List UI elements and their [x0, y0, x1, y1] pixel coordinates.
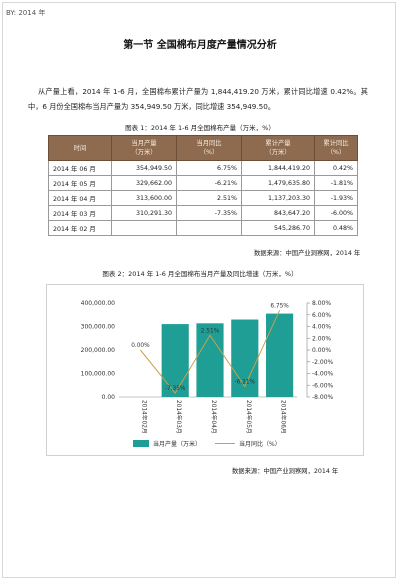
- header-cell: 当月同比 （%）: [176, 135, 242, 161]
- table-cell: 313,600.00: [111, 190, 177, 206]
- left-axis-tick-label: 100,000.00: [81, 371, 116, 378]
- table-cell: 6.75%: [176, 160, 242, 176]
- left-axis-tick-label: 400,000.00: [81, 300, 116, 307]
- table-cell: 354,949.50: [111, 160, 177, 176]
- combo-chart: 400,000.00 300,000.00 200,000.00 100,000.00…: [46, 284, 364, 456]
- header-tag: BY: 2014 年: [6, 9, 46, 17]
- table-cell: 1,844,419.20: [241, 160, 315, 176]
- table-cell: -6.21%: [176, 175, 242, 191]
- table-cell: -7.35%: [176, 205, 242, 221]
- right-axis-tick-label: 6.00%: [312, 312, 331, 319]
- table-cell: 0.42%: [314, 160, 358, 176]
- left-axis-tick-label: 300,000.00: [81, 324, 116, 331]
- left-axis-tick-label: 0.00: [102, 394, 116, 401]
- section-title: 第一节 全国棉布月度产量情况分析: [123, 40, 277, 51]
- table-cell: 2014 年 05 月: [48, 175, 112, 191]
- header-cell: 时间: [48, 135, 112, 161]
- right-axis-tick-label: 0.00%: [312, 347, 331, 354]
- data-label: 6.75%: [270, 303, 289, 309]
- data-label: -7.35%: [165, 386, 186, 392]
- table-cell: -1.93%: [314, 190, 358, 206]
- table-cell: 0.48%: [314, 220, 358, 236]
- right-axis-tick-label: 4.00%: [312, 324, 331, 331]
- table-cell: 2014 年 04 月: [48, 190, 112, 206]
- legend-label: 当月同比（%）: [239, 440, 281, 448]
- table-row: 2014 年 05 月 329,662.00 -6.21% 1,479,635.…: [48, 175, 358, 191]
- table-cell: 329,662.00: [111, 175, 177, 191]
- table-cell: 1,479,635.80: [241, 175, 315, 191]
- chart-svg: 400,000.00 300,000.00 200,000.00 100,000.00…: [81, 300, 334, 448]
- x-tick-label: 2014年05月: [245, 400, 253, 434]
- yoy-growth-line: [140, 310, 281, 395]
- table-row: 2014 年 03 月 310,291.30 -7.35% 843,647.20…: [48, 205, 358, 221]
- table-cell: 310,291.30: [111, 205, 177, 221]
- table-header-row: 时间 当月产量 （万米） 当月同比 （%） 累计产量 （万米） 累计同比 （%）: [48, 135, 358, 161]
- table-row: 2014 年 02 月 545,286.70 0.48%: [48, 220, 358, 236]
- data-label: 0.00%: [131, 343, 150, 349]
- legend-label: 当月产量（万米）: [153, 440, 201, 448]
- table-source: 数据来源：中国产业洞察网，2014 年: [254, 250, 361, 257]
- table-cell: 2014 年 03 月: [48, 205, 112, 221]
- header-cell: 当月产量 （万米）: [111, 135, 177, 161]
- table-cell: 2014 年 06 月: [48, 160, 112, 176]
- chart-source: 数据来源：中国产业洞察网，2014 年: [232, 468, 339, 475]
- data-label: 2.51%: [201, 328, 220, 334]
- bar: [266, 313, 294, 397]
- page-border: [2, 2, 396, 578]
- table-row: 2014 年 04 月 313,600.00 2.51% 1,137,203.3…: [48, 190, 358, 206]
- x-tick-label: 2014年04月: [210, 400, 218, 434]
- right-axis-tick-label: -2.00%: [312, 359, 334, 366]
- table-cell: 2.51%: [176, 190, 242, 206]
- bar: [196, 323, 224, 397]
- right-axis-tick-label: 2.00%: [312, 335, 331, 342]
- chart-caption: 图表 2：2014 年 1-6 月全国棉布当月产量及同比增速（万米，%）: [102, 270, 298, 278]
- x-tick-label: 2014年06月: [280, 400, 288, 434]
- table-cell: 1,137,203.30: [241, 190, 315, 206]
- table-row: 2014 年 06 月 354,949.50 6.75% 1,844,419.2…: [48, 160, 358, 176]
- table-cell: 2014 年 02 月: [48, 220, 112, 236]
- left-axis-tick-label: 200,000.00: [81, 347, 116, 354]
- table-cell: -1.81%: [314, 175, 358, 191]
- bar: [161, 324, 189, 397]
- table-cell: -6.00%: [314, 205, 358, 221]
- table-cell: [111, 220, 177, 236]
- data-label: -6.21%: [235, 379, 256, 385]
- right-axis-tick-label: -4.00%: [312, 371, 334, 378]
- table-cell: 843,647.20: [241, 205, 315, 221]
- bar: [231, 319, 259, 397]
- right-axis-tick-label: 8.00%: [312, 300, 331, 307]
- legend-swatch-bar: [133, 440, 149, 447]
- right-axis-tick-label: -6.00%: [312, 382, 334, 389]
- summary-paragraph: 从产量上看，2014 年 1-6 月，全国棉布累计产量为 1,844,419.2…: [28, 87, 368, 111]
- table-caption: 图表 1：2014 年 1-6 月全国棉布产量（万米，%）: [125, 124, 275, 132]
- x-tick-label: 2014年02月: [140, 400, 148, 434]
- header-cell: 累计产量 （万米）: [241, 135, 315, 161]
- table-cell: 545,286.70: [241, 220, 315, 236]
- header-cell: 累计同比 （%）: [314, 135, 358, 161]
- table-cell: [176, 220, 242, 236]
- x-tick-label: 2014年03月: [175, 400, 183, 434]
- right-axis-tick-label: -8.00%: [312, 394, 334, 401]
- production-table: 时间 当月产量 （万米） 当月同比 （%） 累计产量 （万米） 累计同比 （%）…: [48, 135, 358, 236]
